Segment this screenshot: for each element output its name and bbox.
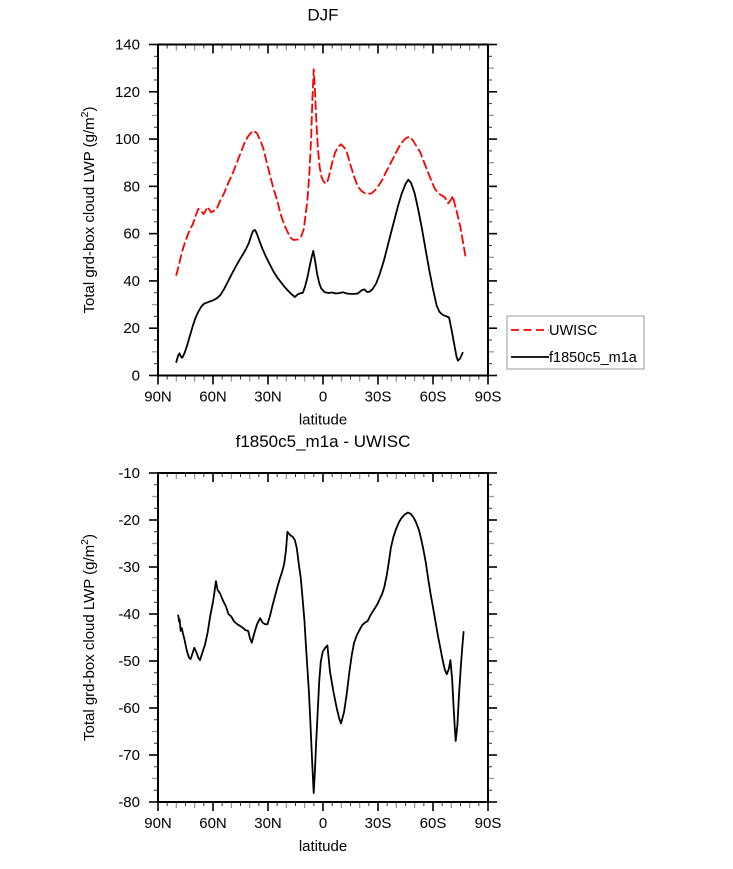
x-axis-label: latitude — [299, 838, 347, 855]
panel-title: DJF — [307, 6, 338, 25]
x-tick-label: 60S — [420, 815, 447, 832]
y-tick-label: 60 — [123, 226, 140, 243]
x-tick-label: 0 — [319, 389, 327, 406]
y-tick-label: 0 — [132, 368, 140, 385]
legend-entry-label: UWISC — [549, 323, 597, 339]
x-tick-label: 60S — [420, 389, 447, 406]
x-axis-label: latitude — [299, 412, 347, 429]
y-tick-label: 120 — [115, 84, 140, 101]
x-tick-label: 90N — [144, 815, 172, 832]
x-tick-label: 90N — [144, 389, 172, 406]
y-tick-label: -30 — [118, 559, 140, 576]
y-tick-label: -10 — [118, 465, 140, 482]
y-tick-label: -70 — [118, 747, 140, 764]
f1850c5-m1a-line — [175, 178, 464, 363]
x-tick-label: 0 — [319, 815, 327, 832]
y-tick-label: 80 — [123, 178, 140, 195]
x-tick-label: 60N — [199, 815, 227, 832]
top-panel: DJF 90N 60N 30N 0 30S 60S 90S latitude 0 20 40 60 80 1… — [79, 6, 645, 429]
x-tick-label: 30N — [254, 389, 282, 406]
bottom-panel: f1850c5_m1a - UWISC 90N 60N 30N 0 30S 60S 90S la… — [79, 432, 501, 855]
y-tick-label: 140 — [115, 37, 140, 54]
legend: UWISC f1850c5_m1a — [506, 315, 645, 370]
x-tick-label: 90S — [475, 389, 502, 406]
y-tick-label: -40 — [118, 606, 140, 623]
x-tick-label: 30S — [365, 389, 392, 406]
y-tick-label: 20 — [123, 320, 140, 337]
plot-frame — [157, 43, 489, 377]
x-tick-label: 30N — [254, 815, 282, 832]
uwisc-line — [175, 68, 467, 276]
x-tick-label: 30S — [365, 815, 392, 832]
legend-entry-label: f1850c5_m1a — [549, 350, 638, 366]
y-axis-label: Total grd-box cloud LWP (g/m2) — [79, 106, 98, 313]
x-tick-label: 60N — [199, 389, 227, 406]
plot-frame — [157, 472, 489, 803]
legend-box — [506, 315, 645, 370]
f1850c5-m1a-uwisc-line — [177, 511, 465, 794]
x-tick-label: 90S — [475, 815, 502, 832]
y-tick-label: -20 — [118, 512, 140, 529]
y-axis-label: Total grd-box cloud LWP (g/m2) — [79, 534, 98, 741]
y-tick-label: 40 — [123, 273, 140, 290]
y-tick-label: 100 — [115, 131, 140, 148]
panel-title: f1850c5_m1a - UWISC — [236, 432, 411, 451]
y-tick-label: -80 — [118, 794, 140, 811]
y-tick-label: -50 — [118, 653, 140, 670]
y-tick-label: -60 — [118, 700, 140, 717]
